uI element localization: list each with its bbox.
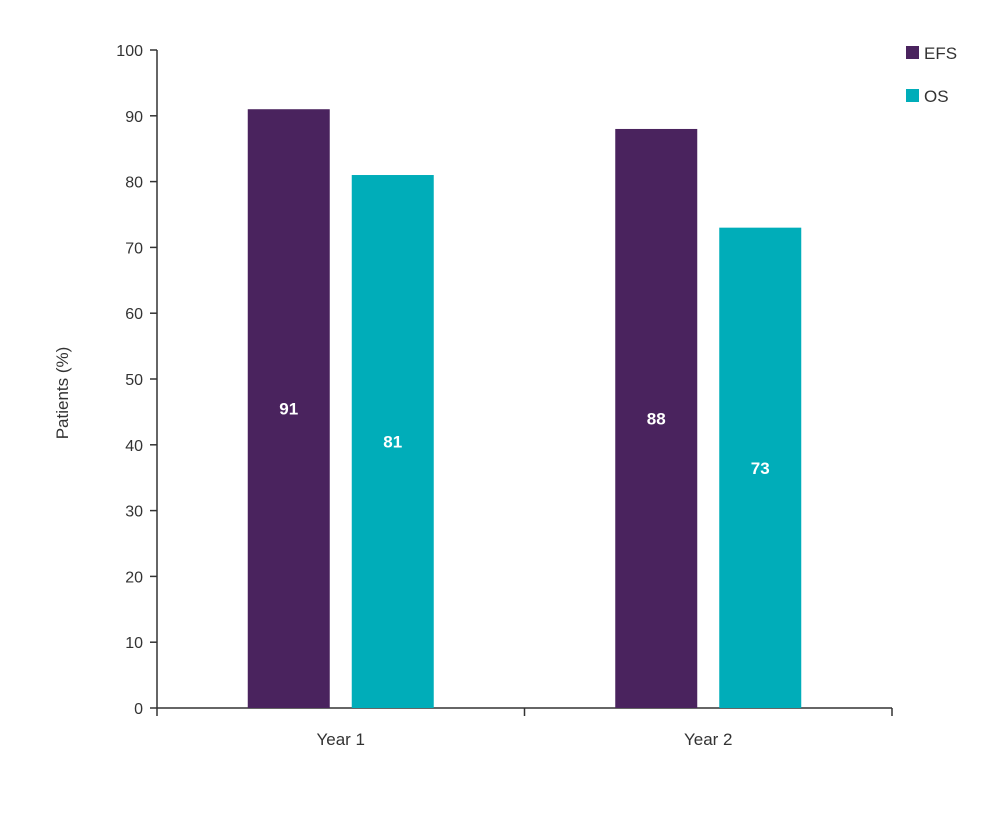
y-tick-label: 80 [125, 175, 143, 192]
y-tick-label: 70 [125, 240, 143, 257]
y-tick-label: 40 [125, 438, 143, 455]
data-label: 81 [383, 433, 402, 452]
data-label: 88 [647, 409, 666, 428]
y-tick-label: 60 [125, 306, 143, 323]
bar-os-1 [351, 175, 434, 708]
axes: 0 10 20 30 40 50 60 70 80 90 100 Year 1 Year 2 [116, 43, 893, 749]
bar-efs-1 [247, 109, 330, 709]
bars: 91 81 88 73 [247, 109, 802, 709]
y-tick-label: 20 [125, 569, 143, 586]
y-tick-label: 90 [125, 109, 143, 126]
y-tick-label: 0 [134, 701, 143, 718]
y-axis-label: Patients (%) [53, 347, 72, 440]
legend-label: OS [924, 87, 949, 106]
bar-efs-2 [615, 128, 698, 708]
bar-os-2 [719, 227, 802, 708]
y-tick-label: 30 [125, 504, 143, 521]
x-tick-label: Year 1 [316, 730, 365, 749]
data-label: 73 [751, 459, 770, 478]
y-tick-label: 10 [125, 635, 143, 652]
y-tick-label: 50 [125, 372, 143, 389]
x-tick-label: Year 2 [684, 730, 733, 749]
y-tick-label: 100 [116, 43, 143, 60]
legend-swatch-os [906, 89, 919, 102]
legend-label: EFS [924, 44, 957, 63]
legend-swatch-efs [906, 46, 919, 59]
data-label: 91 [279, 400, 298, 419]
legend: EFS OS [906, 44, 957, 106]
